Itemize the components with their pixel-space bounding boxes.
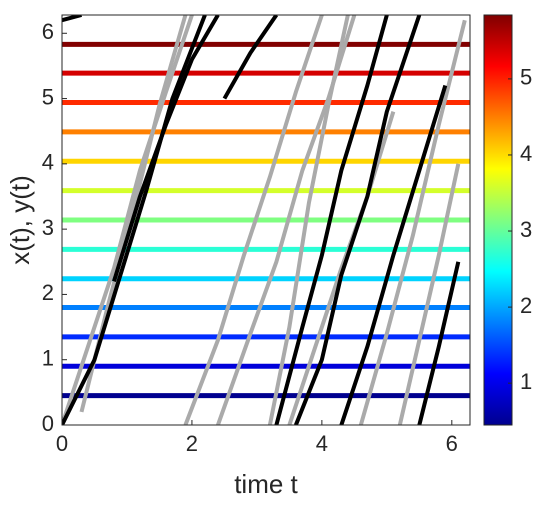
trajectory: [62, 15, 207, 425]
trajectory: [274, 15, 389, 425]
x-tick-label: 4: [316, 431, 328, 456]
trajectory: [267, 15, 350, 425]
colorbar-tick-label: 1: [520, 369, 532, 394]
trajectory: [397, 163, 461, 425]
trajectory: [358, 19, 467, 425]
plot-content: [62, 15, 470, 425]
axes-box: [61, 14, 471, 426]
trajectory: [62, 15, 83, 23]
trajectory: [222, 15, 279, 100]
colorbar-tick-label: 2: [520, 293, 532, 318]
trajectory: [287, 111, 396, 425]
y-axis-label: x(t), y(t): [5, 175, 35, 265]
y-tick-label: 3: [42, 215, 54, 240]
trajectory: [417, 261, 461, 425]
trajectory: [183, 15, 324, 425]
x-tick-label: 2: [186, 431, 198, 456]
y-tick-label: 6: [42, 19, 54, 44]
trajectory: [339, 84, 448, 425]
trajectory: [112, 15, 220, 282]
colorbar-tick-label: 4: [520, 141, 532, 166]
y-tick-label: 5: [42, 84, 54, 109]
y-tick-label: 4: [42, 150, 54, 175]
colorbar-tick-label: 5: [520, 65, 532, 90]
x-tick-label: 6: [446, 431, 458, 456]
colorbar-tick-label: 3: [520, 217, 532, 242]
trajectory: [294, 15, 422, 425]
y-tick-label: 2: [42, 280, 54, 305]
y-tick-label: 0: [42, 411, 54, 436]
colorbar: [483, 14, 513, 426]
x-tick-label: 0: [56, 431, 68, 456]
y-tick-label: 1: [42, 346, 54, 371]
trajectory: [62, 15, 194, 425]
x-axis-label: time t: [234, 469, 298, 499]
